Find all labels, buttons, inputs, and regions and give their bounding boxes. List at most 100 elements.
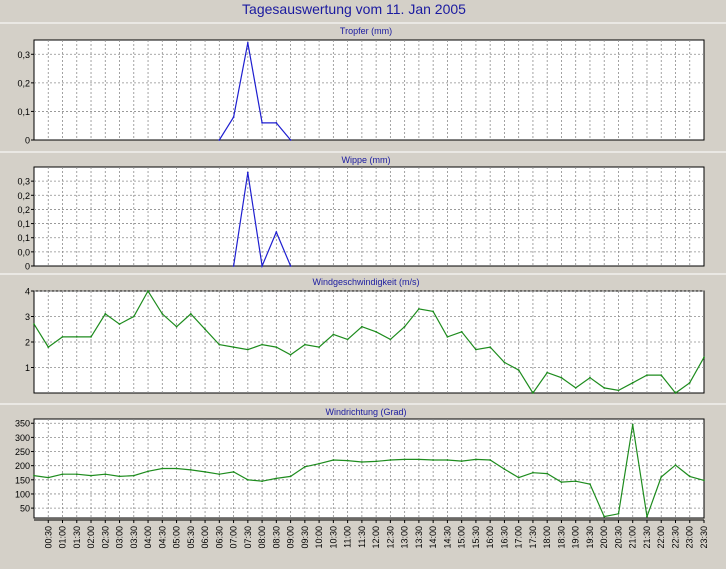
- data-point: [688, 381, 691, 384]
- data-point: [261, 343, 263, 346]
- data-point: [660, 374, 663, 376]
- x-tick-label: 20:30: [614, 526, 624, 549]
- data-point: [703, 356, 705, 359]
- x-tick-label: 15:00: [457, 526, 467, 549]
- panel-title: Windgeschwindigkeit (m/s): [312, 277, 419, 287]
- x-axis: 00:30 01:00 01:30 02:00 02:30 03:00 03:30 04:00…: [34, 519, 709, 549]
- data-point: [204, 471, 207, 473]
- x-tick-label: 22:00: [656, 526, 666, 549]
- data-point: [218, 139, 221, 141]
- chart-panel: Tropfer (mm) 0 0,1 0,2 0,3: [0, 22, 726, 155]
- x-tick-label: 19:30: [585, 526, 595, 549]
- data-point: [503, 361, 506, 364]
- data-point: [418, 308, 420, 310]
- y-tick-label: 0,2: [17, 78, 30, 88]
- x-tick-label: 02:30: [100, 526, 110, 549]
- data-point: [475, 458, 477, 461]
- data-point: [603, 387, 606, 389]
- data-point: [318, 346, 320, 348]
- x-tick-label: 14:30: [442, 526, 452, 549]
- data-point: [189, 313, 192, 315]
- data-point: [61, 473, 64, 476]
- series-line: [33, 289, 705, 395]
- data-point: [546, 371, 549, 374]
- data-point: [361, 325, 363, 328]
- data-point: [432, 459, 434, 461]
- data-point: [232, 346, 235, 348]
- data-point: [617, 512, 620, 515]
- y-tick-label: 3: [25, 312, 30, 322]
- data-point: [674, 392, 677, 394]
- x-tick-label: 20:00: [599, 526, 609, 549]
- x-tick-label: 22:30: [671, 526, 681, 549]
- data-point: [631, 423, 634, 426]
- x-tick-label: 03:30: [129, 526, 139, 549]
- data-point: [275, 477, 278, 480]
- x-tick-label: 13:00: [400, 526, 410, 549]
- data-point: [660, 476, 663, 478]
- y-tick-label: 300: [15, 433, 30, 443]
- data-point: [90, 474, 92, 477]
- panel-title: Windrichtung (Grad): [325, 407, 406, 417]
- x-tick-label: 23:00: [685, 526, 695, 549]
- x-tick-label: 11:00: [343, 526, 353, 548]
- data-point: [118, 475, 121, 478]
- data-point: [418, 458, 420, 461]
- data-point: [446, 336, 449, 338]
- data-point: [646, 515, 648, 518]
- y-tick-label: 1: [25, 363, 30, 373]
- data-point: [261, 265, 263, 267]
- x-tick-label: 02:00: [86, 526, 96, 549]
- x-tick-label: 00:30: [43, 526, 53, 549]
- data-point: [589, 483, 591, 485]
- plot-area: [33, 290, 705, 394]
- y-tick-label: 0: [25, 262, 30, 272]
- plot-area: [33, 166, 705, 267]
- data-point: [275, 122, 278, 124]
- y-tick-label: 0,2: [17, 191, 30, 201]
- y-tick-label: 0,3: [17, 50, 30, 60]
- y-tick-label: 250: [15, 447, 30, 457]
- data-point: [603, 515, 606, 518]
- data-point: [403, 458, 406, 461]
- data-point: [104, 313, 107, 315]
- data-point: [517, 369, 520, 371]
- y-tick-label: 0: [25, 136, 30, 146]
- plot-area: [33, 418, 705, 519]
- y-tick-label: 0,0: [17, 247, 30, 257]
- data-point: [232, 265, 235, 267]
- data-point: [204, 328, 207, 331]
- panel-title: Wippe (mm): [342, 155, 391, 165]
- data-point: [631, 381, 634, 384]
- data-point: [346, 459, 349, 462]
- y-tick-label: 150: [15, 475, 30, 485]
- data-point: [33, 474, 35, 477]
- x-tick-label: 05:00: [172, 526, 182, 549]
- y-tick-label: 0,3: [17, 177, 30, 187]
- x-tick-label: 01:30: [72, 526, 82, 549]
- x-tick-label: 07:30: [243, 526, 253, 549]
- x-tick-label: 23:30: [699, 526, 709, 549]
- data-point: [246, 348, 249, 351]
- data-point: [289, 475, 292, 478]
- data-point: [403, 325, 406, 328]
- chart-panel: Windgeschwindigkeit (m/s) 1 2 3 4: [0, 273, 726, 400]
- x-tick-label: 05:30: [186, 526, 196, 549]
- data-point: [432, 310, 434, 313]
- chart-panel: Wippe (mm) 0 0,0 0,1 0,1 0,2 0,2 0,3: [0, 151, 726, 272]
- x-tick-label: 18:00: [542, 526, 552, 549]
- data-point: [375, 460, 377, 463]
- x-tick-label: 18:30: [556, 526, 566, 549]
- data-point: [318, 462, 320, 465]
- data-point: [104, 473, 107, 476]
- data-point: [489, 346, 492, 348]
- data-point: [75, 473, 78, 476]
- data-point: [232, 471, 235, 473]
- data-point: [161, 467, 164, 470]
- data-point: [175, 325, 178, 328]
- data-point: [489, 459, 492, 461]
- data-point: [560, 481, 563, 483]
- data-point: [304, 343, 306, 346]
- x-tick-label: 15:30: [471, 526, 481, 549]
- x-tick-label: 10:30: [328, 526, 338, 549]
